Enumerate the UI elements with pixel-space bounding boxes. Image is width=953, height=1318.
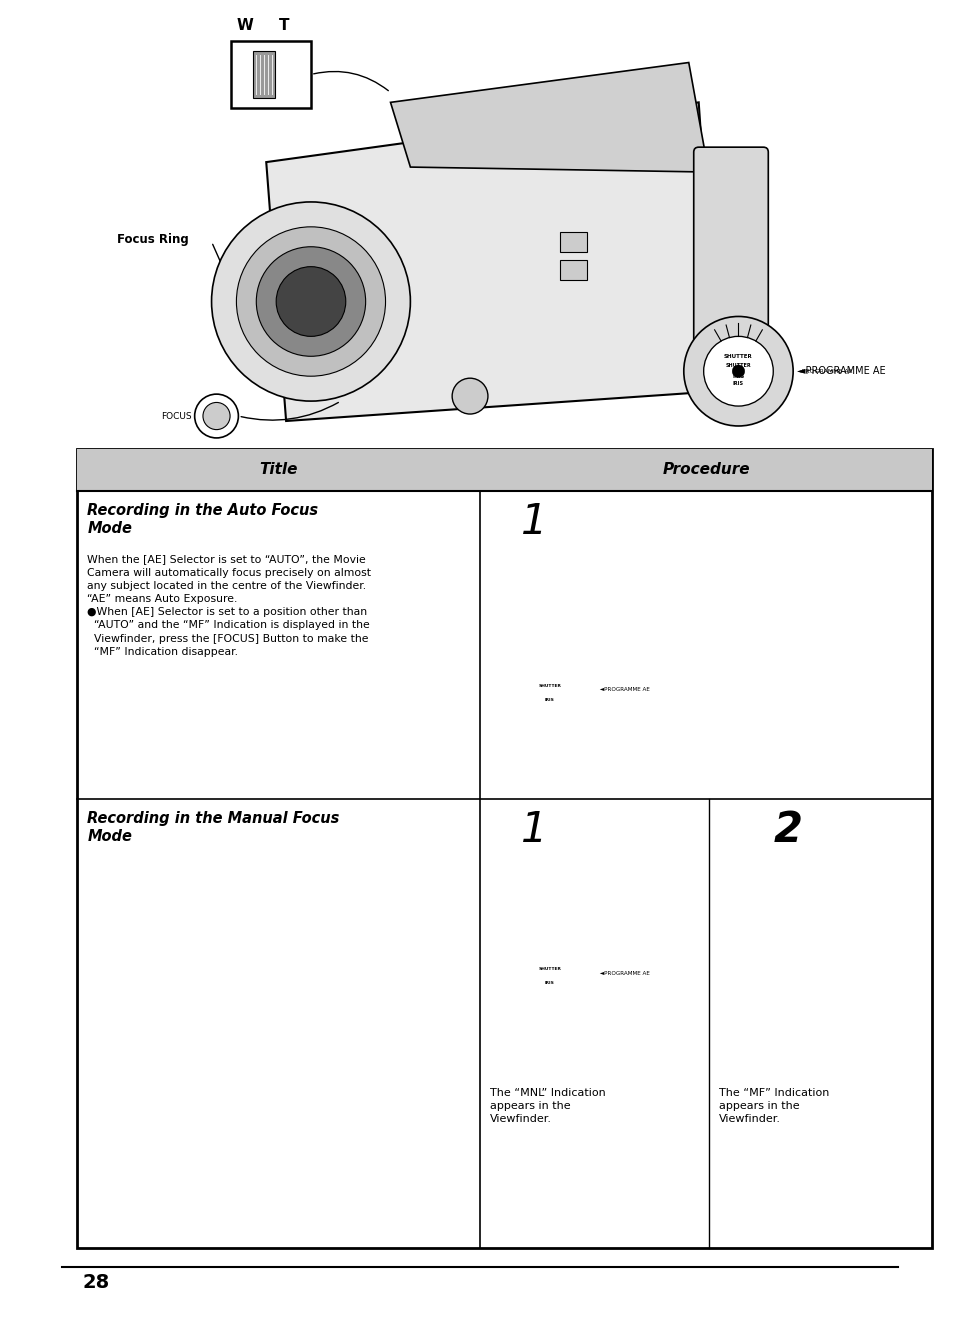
Ellipse shape [783,981,811,996]
Text: Recording in the Auto Focus
Mode: Recording in the Auto Focus Mode [87,502,318,535]
Ellipse shape [798,958,804,971]
Text: ◄PROGRAMME AE: ◄PROGRAMME AE [598,971,649,977]
Circle shape [768,931,816,978]
Text: SHUTTER: SHUTTER [723,353,752,358]
Bar [253,50,274,99]
Text: Title: Title [259,463,297,477]
Circle shape [194,394,238,438]
Circle shape [256,246,365,356]
Circle shape [203,402,230,430]
Circle shape [504,645,594,734]
Text: ◄PROGRAMME AE: ◄PROGRAMME AE [797,369,852,374]
Ellipse shape [791,957,798,970]
Bar [77,449,931,490]
Bar [558,232,587,252]
Text: Focus Ring: Focus Ring [117,233,189,246]
Ellipse shape [778,982,786,988]
Circle shape [544,969,554,979]
Text: IRIS: IRIS [544,697,554,701]
Text: IRIS: IRIS [732,374,743,378]
Text: 2: 2 [773,809,801,851]
Text: T: T [279,17,290,33]
Text: The “MNL” Indication
appears in the
Viewfinder.: The “MNL” Indication appears in the View… [490,1089,605,1124]
Text: When the [AE] Selector is set to “AUTO”, the Movie
Camera will automatically foc: When the [AE] Selector is set to “AUTO”,… [87,555,371,656]
Bar [558,260,587,279]
Text: FOCUS: FOCUS [161,411,192,420]
Text: Procedure: Procedure [661,463,749,477]
Circle shape [236,227,385,376]
Bar [232,41,311,108]
Text: 1: 1 [521,501,547,543]
Text: ◄PROGRAMME AE: ◄PROGRAMME AE [798,366,884,376]
Circle shape [504,929,594,1019]
Circle shape [452,378,487,414]
Text: 1: 1 [521,809,547,851]
Circle shape [732,365,744,377]
Circle shape [544,685,554,695]
Text: Recording in the Manual Focus
Mode: Recording in the Manual Focus Mode [87,812,339,845]
Text: FOCUS: FOCUS [735,949,765,958]
Text: W: W [236,17,253,33]
Text: SHUTTER: SHUTTER [725,364,751,369]
Circle shape [521,946,577,1002]
Ellipse shape [783,960,791,973]
FancyBboxPatch shape [693,148,767,356]
Text: 28: 28 [82,1273,110,1292]
Text: IRIS: IRIS [544,982,554,986]
Text: SHUTTER: SHUTTER [537,684,560,688]
Circle shape [275,266,345,336]
Circle shape [521,662,577,718]
Circle shape [683,316,792,426]
Text: IRIS: IRIS [732,381,743,386]
Ellipse shape [804,961,811,975]
Polygon shape [390,62,708,173]
Text: ◄PROGRAMME AE: ◄PROGRAMME AE [598,688,649,692]
Polygon shape [266,103,718,420]
Bar [77,449,931,1248]
Text: SHUTTER: SHUTTER [537,967,560,971]
Text: The “MF” Indication
appears in the
Viewfinder.: The “MF” Indication appears in the Viewf… [718,1089,828,1124]
Circle shape [703,336,773,406]
Circle shape [778,938,807,969]
Circle shape [212,202,410,401]
